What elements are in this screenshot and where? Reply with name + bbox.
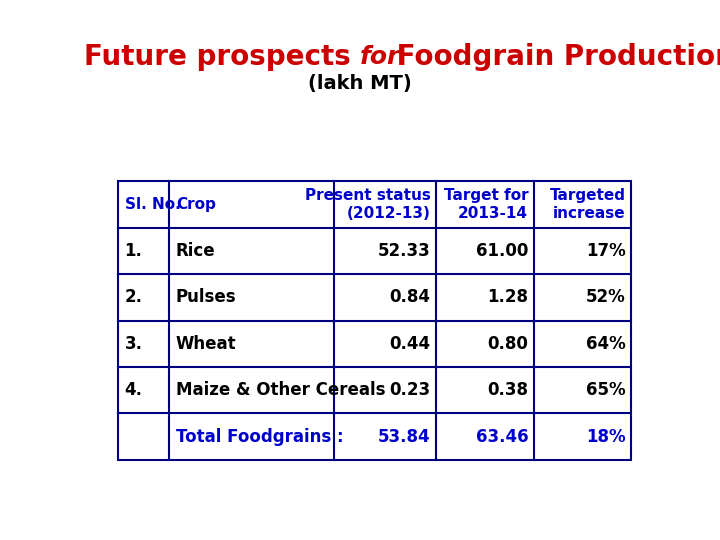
Text: Maize & Other Cereals: Maize & Other Cereals <box>176 381 385 399</box>
Text: Wheat: Wheat <box>176 335 237 353</box>
Text: 0.84: 0.84 <box>390 288 431 306</box>
Text: Crop: Crop <box>176 197 216 212</box>
Text: 0.38: 0.38 <box>487 381 528 399</box>
Text: 63.46: 63.46 <box>475 428 528 445</box>
Text: 17%: 17% <box>586 242 626 260</box>
Text: Total Foodgrains :: Total Foodgrains : <box>176 428 343 445</box>
Text: Rice: Rice <box>176 242 215 260</box>
Text: (lakh MT): (lakh MT) <box>308 74 412 93</box>
Text: Foodgrain Production: Foodgrain Production <box>387 43 720 71</box>
Text: 64%: 64% <box>586 335 626 353</box>
Text: Future prospects: Future prospects <box>84 43 360 71</box>
Text: Sl. No.: Sl. No. <box>125 197 180 212</box>
Text: 0.23: 0.23 <box>390 381 431 399</box>
Text: 3.: 3. <box>125 335 143 353</box>
Text: 1.: 1. <box>125 242 143 260</box>
Text: 61.00: 61.00 <box>476 242 528 260</box>
Text: 18%: 18% <box>586 428 626 445</box>
Text: for: for <box>360 45 400 69</box>
Text: 52%: 52% <box>586 288 626 306</box>
Text: Present status
(2012-13): Present status (2012-13) <box>305 187 431 221</box>
Text: 4.: 4. <box>125 381 143 399</box>
Text: 52.33: 52.33 <box>378 242 431 260</box>
Text: Targeted
increase: Targeted increase <box>549 187 626 221</box>
Text: 1.28: 1.28 <box>487 288 528 306</box>
Text: Pulses: Pulses <box>176 288 237 306</box>
Text: 65%: 65% <box>586 381 626 399</box>
Text: 0.80: 0.80 <box>487 335 528 353</box>
Text: 0.44: 0.44 <box>390 335 431 353</box>
Text: Target for
2013-14: Target for 2013-14 <box>444 187 528 221</box>
Text: 2.: 2. <box>125 288 143 306</box>
Text: 53.84: 53.84 <box>378 428 431 445</box>
